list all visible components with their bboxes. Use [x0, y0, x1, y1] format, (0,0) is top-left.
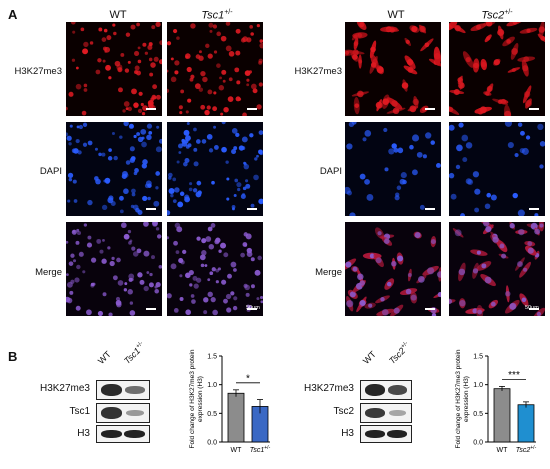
scale-bar: [529, 308, 539, 310]
row-label-h3k27me3-right: H3K27me3: [294, 66, 342, 77]
blot-left-tsc1: [96, 403, 150, 423]
micrograph-h3k27me3-tsc2: [449, 22, 545, 116]
scale-bar: [529, 108, 539, 110]
scale-bar: [146, 208, 156, 210]
y-tick-label: 1.0: [207, 382, 217, 389]
scale-bar: [425, 208, 435, 210]
blot-left-h3k27me3: [96, 380, 150, 400]
panel-letter-a: A: [8, 7, 18, 22]
col-head-wt-right: WT: [387, 9, 405, 21]
x-tick-label: Tsc1+/-: [250, 445, 271, 454]
bar-chart-tsc2: 0.0 0.5 1.0 1.5 Fold change of H3K27me3 prot…: [428, 342, 538, 467]
bar-WT: [493, 388, 511, 443]
blot-right-tsc2: [360, 403, 412, 423]
micrograph-h3k27me3-wt-left: [66, 22, 162, 116]
y-tick-label: 1.5: [473, 354, 483, 361]
blot-right-label-h3: H3: [341, 428, 354, 439]
col-head-tsc2: Tsc2+/-: [481, 9, 513, 22]
scale-bar: [529, 208, 539, 210]
blot-left-label-h3k27me3: H3K27me3: [39, 383, 90, 394]
scale-bar: [247, 108, 257, 110]
scale-bar: [247, 208, 257, 210]
micrograph-dapi-tsc2: [449, 122, 545, 216]
x-tick-label: Tsc2+/-: [516, 445, 537, 454]
scale-bar: [146, 108, 156, 110]
y-tick-label: 1.5: [207, 354, 217, 361]
bar-chart-tsc1: 0.0 0.5 1.0 1.5 Fold change of H3K27me3 prot…: [162, 342, 272, 467]
y-tick-label: 0.0: [473, 440, 483, 447]
significance-label: ***: [508, 370, 520, 381]
y-tick-label: 0.5: [473, 411, 483, 418]
blot-left-label-h3: H3: [77, 428, 90, 439]
scale-bar: [146, 308, 156, 310]
scale-bar: [247, 308, 257, 310]
blot-right-lane-wt: WT: [360, 349, 378, 366]
y-tick-label: 0.5: [207, 411, 217, 418]
row-label-merge-right: Merge: [315, 267, 342, 278]
scale-label-left: 50μm: [246, 305, 260, 311]
y-axis-label: Fold change of H3K27me3 proteinexpressio…: [189, 349, 204, 448]
bar-WT: [227, 392, 245, 443]
micrograph-h3k27me3-tsc1: [167, 22, 263, 116]
scale-bar: [425, 308, 435, 310]
significance-label: *: [246, 373, 250, 384]
blot-left-label-tsc1: Tsc1: [69, 406, 90, 417]
micrograph-h3k27me3-wt-right: [345, 22, 441, 116]
y-tick-label: 1.0: [473, 382, 483, 389]
bar-Tsc2+/-: [517, 404, 535, 443]
col-head-tsc1: Tsc1+/-: [201, 9, 233, 22]
micrograph-dapi-tsc1: [167, 122, 263, 216]
micrograph-merge-tsc1: [167, 222, 263, 316]
row-label-merge-left: Merge: [35, 267, 62, 278]
micrograph-merge-wt-left: [66, 222, 162, 316]
micrograph-dapi-wt-left: [66, 122, 162, 216]
blot-left-h3: [96, 425, 150, 443]
blot-right-h3: [360, 425, 412, 443]
row-label-dapi-right: DAPI: [319, 166, 342, 177]
blot-right-label-h3k27me3: H3K27me3: [303, 383, 354, 394]
scale-bar: [425, 108, 435, 110]
blot-right-h3k27me3: [360, 380, 412, 400]
micrograph-merge-tsc2: [449, 222, 545, 316]
x-tick-label: WT: [231, 447, 243, 454]
micrograph-merge-wt-right: [345, 222, 441, 316]
blot-left-lane-wt: WT: [95, 349, 113, 366]
y-tick-label: 0.0: [207, 440, 217, 447]
blot-right-label-tsc2: Tsc2: [333, 406, 354, 417]
y-axis-label: Fold change of H3K27me3 proteinexpressio…: [455, 349, 470, 448]
x-tick-label: WT: [497, 447, 509, 454]
panel-letter-b: B: [8, 349, 18, 364]
scale-label-right: 50μm: [525, 305, 539, 311]
col-head-wt-left: WT: [109, 9, 127, 21]
blot-right-lane-tsc2: Tsc2+/-: [386, 340, 410, 366]
micrograph-dapi-wt-right: [345, 122, 441, 216]
row-label-dapi-left: DAPI: [39, 166, 62, 177]
blot-left-lane-tsc1: Tsc1+/-: [121, 340, 145, 366]
row-label-h3k27me3-left: H3K27me3: [14, 66, 62, 77]
